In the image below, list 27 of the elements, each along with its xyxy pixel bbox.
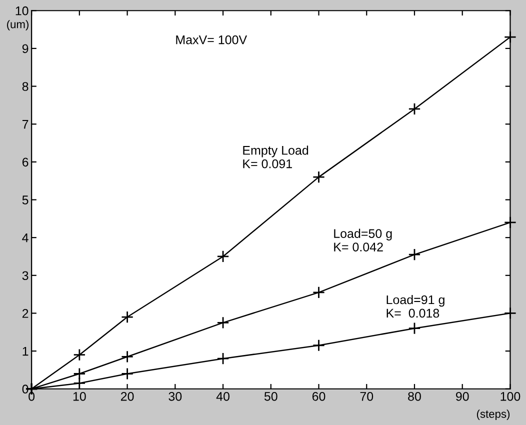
y-tick-label: 9: [22, 44, 28, 54]
y-tick-label: 1: [22, 346, 28, 356]
y-tick-label: 3: [22, 271, 28, 280]
annotation: MaxV= 100V: [176, 35, 248, 44]
y-tick-label: 4: [22, 234, 28, 242]
y-tick-label: 5: [22, 196, 28, 204]
annotation: Load=50 g K= 0.042: [334, 228, 392, 252]
x-tick-label: 40: [216, 392, 230, 401]
x-tick-label: 100: [500, 392, 520, 401]
x-tick-label: 50: [264, 392, 278, 401]
x-tick-label: 20: [120, 392, 134, 401]
x-tick-label: 80: [408, 392, 421, 401]
x-tick-label: 90: [456, 392, 469, 401]
y-tick-label: 6: [22, 158, 28, 167]
x-tick-label: 70: [360, 392, 374, 401]
y-tick-label: 8: [22, 82, 28, 91]
y-tick-label: 2: [22, 309, 28, 318]
y-tick-label: 10: [16, 6, 28, 16]
x-tick-label: 60: [312, 392, 326, 401]
x-axis-title: (steps): [476, 410, 510, 420]
annotation: Load=91 g K= 0.018: [386, 294, 444, 318]
x-tick-label: 30: [168, 392, 182, 401]
y-tick-label: 7: [22, 120, 28, 129]
y-axis-title: (um): [7, 20, 28, 30]
x-tick-label: 10: [73, 392, 86, 401]
annotation: Empty Load K= 0.091: [243, 146, 308, 168]
x-tick-label: 0: [28, 392, 35, 401]
